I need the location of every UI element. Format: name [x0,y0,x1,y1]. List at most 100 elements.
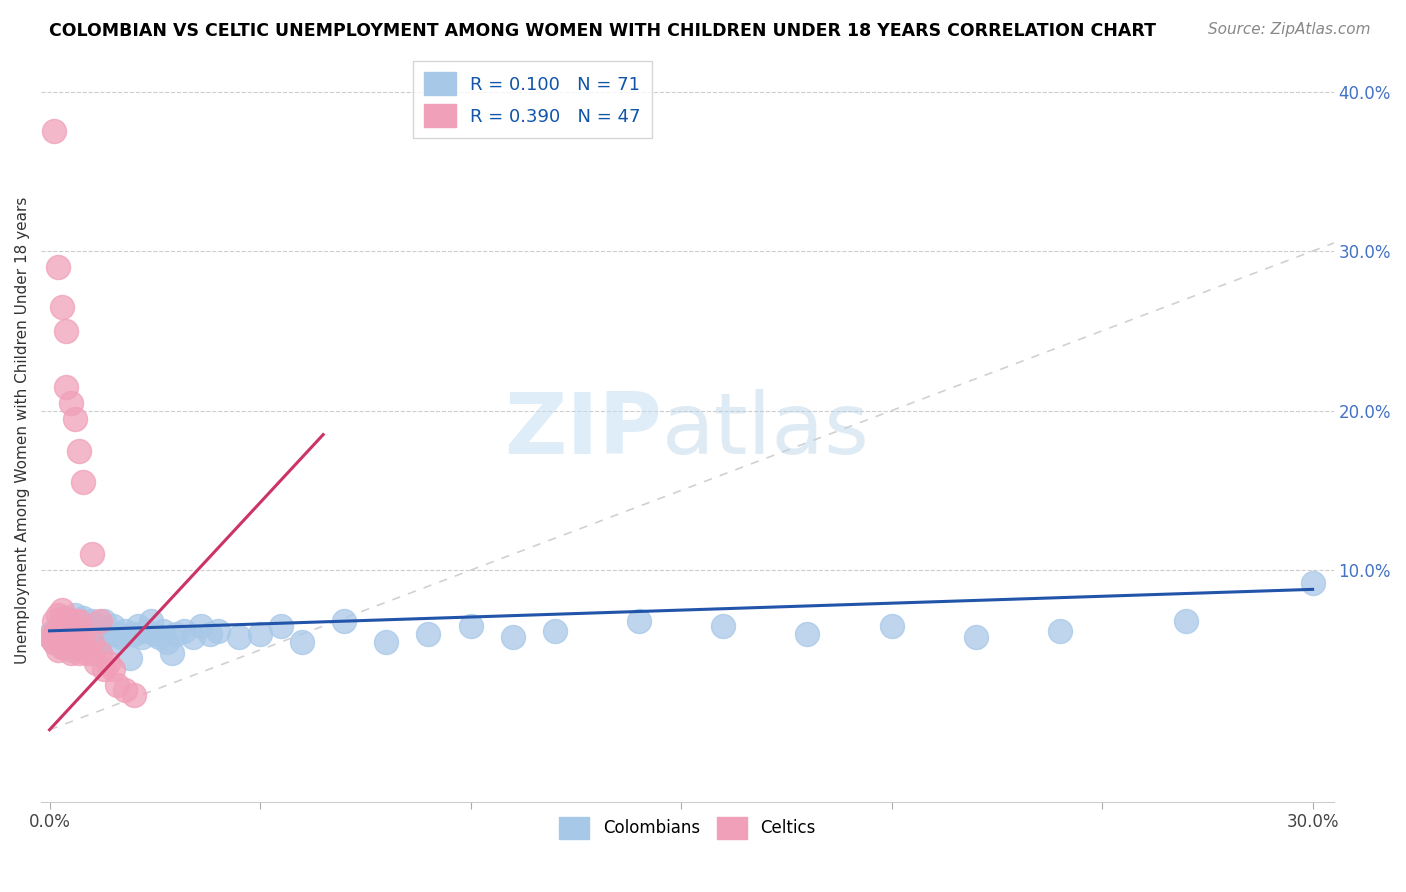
Point [80,646,103,660]
Point [173,624,195,638]
Point [101,619,124,633]
Point [72,640,94,654]
Point [249,627,271,641]
Point [711,619,734,633]
Point [59,643,82,657]
Point [80,635,103,649]
Point [502,630,524,644]
Point [181,630,204,644]
Point [63,627,86,641]
Point [122,627,145,641]
Point [880,619,903,633]
Point [67,630,90,644]
Point [127,619,149,633]
Point [291,635,314,649]
Point [375,635,398,649]
Point [84,656,107,670]
Point [190,619,212,633]
Point [42,627,65,641]
Text: Source: ZipAtlas.com: Source: ZipAtlas.com [1208,22,1371,37]
Point [76,646,98,660]
Point [160,646,183,660]
Point [51,603,73,617]
Point [76,635,98,649]
Point [55,380,77,394]
Point [42,124,65,138]
Point [97,656,120,670]
Point [114,682,136,697]
Point [333,614,356,628]
Point [59,646,82,660]
Point [59,395,82,409]
Point [198,627,221,641]
Point [89,635,111,649]
Point [135,624,157,638]
Point [93,662,115,676]
Point [118,651,141,665]
Point [59,619,82,633]
Point [143,627,166,641]
Point [67,630,90,644]
Point [46,630,69,644]
Point [67,443,90,458]
Point [1049,624,1071,638]
Point [51,614,73,628]
Point [55,624,77,638]
Point [67,646,90,660]
Point [207,624,229,638]
Point [139,614,162,628]
Point [55,635,77,649]
Point [72,627,94,641]
Point [131,630,153,644]
Point [105,678,128,692]
Point [228,630,250,644]
Point [42,635,65,649]
Point [80,547,103,561]
Point [72,640,94,654]
Point [796,627,818,641]
Point [627,614,650,628]
Point [51,611,73,625]
Point [59,630,82,644]
Point [72,611,94,625]
Text: COLOMBIAN VS CELTIC UNEMPLOYMENT AMONG WOMEN WITH CHILDREN UNDER 18 YEARS CORREL: COLOMBIAN VS CELTIC UNEMPLOYMENT AMONG W… [49,22,1156,40]
Point [55,324,77,338]
Point [544,624,567,638]
Point [63,614,86,628]
Point [156,635,179,649]
Point [110,630,132,644]
Point [1302,576,1324,591]
Point [51,300,73,314]
Point [46,260,69,274]
Point [152,624,174,638]
Point [63,635,86,649]
Point [42,635,65,649]
Point [101,635,124,649]
Point [89,619,111,633]
Point [51,640,73,654]
Point [105,627,128,641]
Point [46,607,69,622]
Point [114,624,136,638]
Point [93,630,115,644]
Text: atlas: atlas [662,389,869,472]
Point [418,627,440,641]
Point [72,475,94,490]
Point [51,627,73,641]
Point [59,630,82,644]
Point [965,630,987,644]
Text: ZIP: ZIP [503,389,662,472]
Point [55,635,77,649]
Point [63,624,86,638]
Point [55,619,77,633]
Point [51,627,73,641]
Point [80,630,103,644]
Point [67,614,90,628]
Point [63,607,86,622]
Legend: Colombians, Celtics: Colombians, Celtics [553,811,823,846]
Point [80,614,103,628]
Point [270,619,292,633]
Point [51,640,73,654]
Point [46,630,69,644]
Point [1175,614,1198,628]
